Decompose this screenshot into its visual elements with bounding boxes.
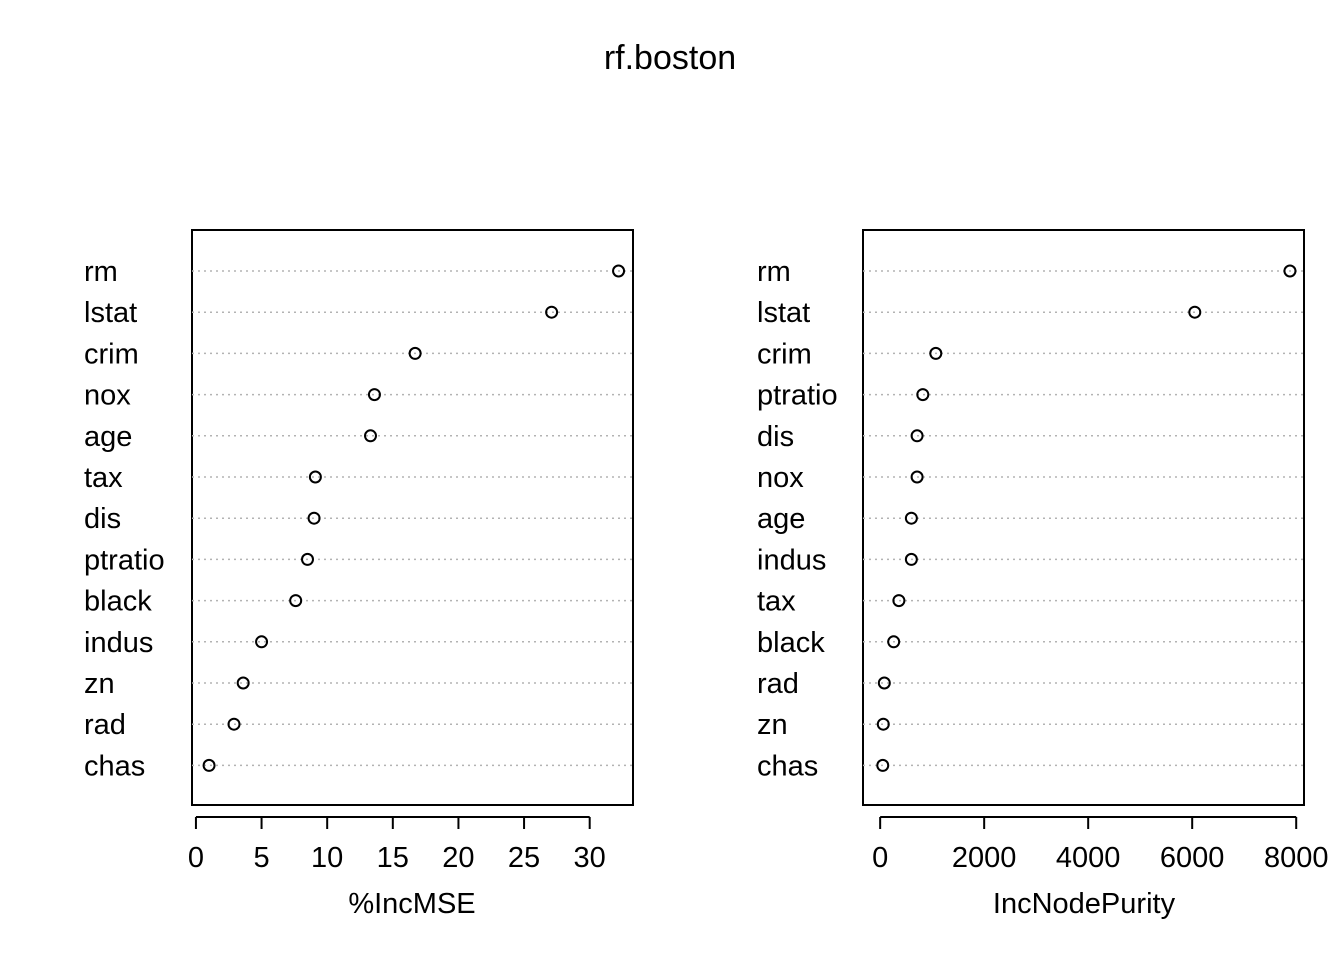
panel-incmse: rm lstat crim nox age tax dis ptratio black indus… xyxy=(84,229,634,920)
data-point xyxy=(876,758,890,772)
data-point xyxy=(1283,264,1297,278)
data-point xyxy=(227,717,241,731)
data-point xyxy=(904,511,918,525)
x-tick-label: 0 xyxy=(188,842,204,874)
x-ticks-incmse: 0 5 10 15 20 25 30 xyxy=(188,817,606,874)
category-label: zn xyxy=(84,668,115,700)
category-label: tax xyxy=(757,586,796,618)
x-ticks-incnodepurity: 0 2000 4000 6000 8000 xyxy=(872,817,1328,874)
data-point xyxy=(910,429,924,443)
data-point xyxy=(612,264,626,278)
x-tick-label: 4000 xyxy=(1056,842,1121,874)
category-label: rm xyxy=(84,256,118,288)
category-label: ptratio xyxy=(84,544,165,576)
x-tick-label: 15 xyxy=(377,842,409,874)
category-label: nox xyxy=(757,462,804,494)
data-point xyxy=(367,388,381,402)
rows-incnodepurity: rm lstat crim ptratio dis nox age indus tax black… xyxy=(757,256,1304,782)
category-label: nox xyxy=(84,380,131,412)
category-label: black xyxy=(84,586,152,618)
data-point xyxy=(301,552,314,566)
panel-incnodepurity: rm lstat crim ptratio dis nox age indus tax black… xyxy=(757,229,1328,920)
data-point xyxy=(910,470,924,484)
x-axis-label-incnodepurity: IncNodePurity xyxy=(993,888,1176,920)
data-point xyxy=(904,552,918,566)
data-point xyxy=(916,388,930,402)
x-tick-label: 30 xyxy=(574,842,606,874)
data-point xyxy=(877,676,891,690)
data-point xyxy=(202,758,216,772)
data-point xyxy=(887,635,901,649)
category-label: chas xyxy=(757,750,818,782)
category-label: crim xyxy=(757,338,812,370)
data-point xyxy=(929,346,943,360)
category-label: dis xyxy=(757,421,794,453)
chart-title: rf.boston xyxy=(604,39,736,77)
category-label: lstat xyxy=(84,297,137,329)
category-label: rm xyxy=(757,256,791,288)
category-label: dis xyxy=(84,503,121,535)
category-label: lstat xyxy=(757,297,810,329)
category-label: ptratio xyxy=(757,380,838,412)
category-label: indus xyxy=(84,627,153,659)
data-point xyxy=(1188,305,1202,319)
category-label: rad xyxy=(84,709,126,741)
x-tick-label: 0 xyxy=(872,842,888,874)
data-point xyxy=(308,470,322,484)
category-label: age xyxy=(84,421,132,453)
x-tick-label: 2000 xyxy=(952,842,1017,874)
category-label: rad xyxy=(757,668,799,700)
category-label: age xyxy=(757,503,805,535)
x-tick-label: 20 xyxy=(442,842,474,874)
data-point xyxy=(236,676,250,690)
data-point xyxy=(364,429,377,443)
x-axis-label-incmse: %IncMSE xyxy=(348,888,475,920)
category-label: chas xyxy=(84,750,145,782)
category-label: black xyxy=(757,627,825,659)
data-point xyxy=(892,594,906,608)
x-tick-label: 5 xyxy=(253,842,269,874)
x-tick-label: 10 xyxy=(311,842,343,874)
data-point xyxy=(545,305,559,319)
rows-incmse: rm lstat crim nox age tax dis ptratio black indus… xyxy=(84,256,633,782)
category-label: indus xyxy=(757,544,826,576)
x-tick-label: 6000 xyxy=(1160,842,1225,874)
data-point xyxy=(255,635,269,649)
category-label: tax xyxy=(84,462,123,494)
data-point xyxy=(307,511,321,525)
category-label: crim xyxy=(84,338,139,370)
data-point xyxy=(408,346,422,360)
x-tick-label: 8000 xyxy=(1264,842,1329,874)
data-point xyxy=(876,717,890,731)
data-point xyxy=(289,594,303,608)
x-tick-label: 25 xyxy=(508,842,540,874)
category-label: zn xyxy=(757,709,788,741)
